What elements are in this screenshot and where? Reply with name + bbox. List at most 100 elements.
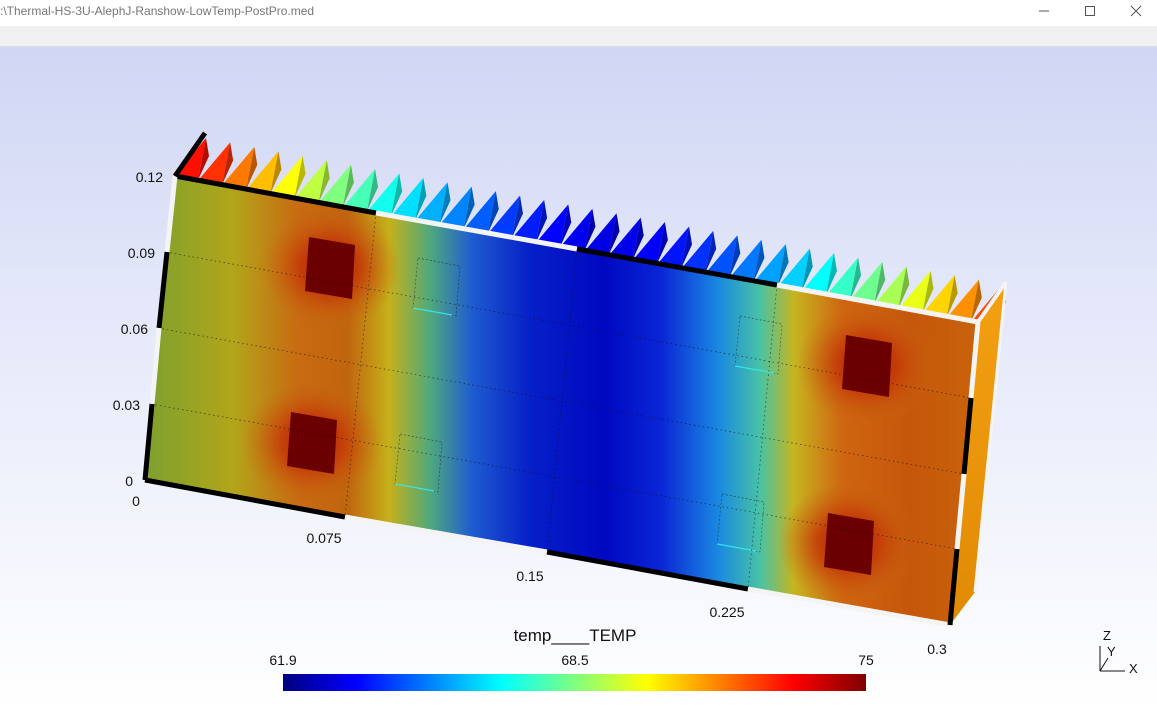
hot-spots (150, 205, 972, 605)
x-tick-label: 0.3 (927, 641, 947, 657)
heatsink-fin (222, 146, 255, 189)
heatsink-fin-shade (391, 173, 403, 216)
heatsink-fin-shade (825, 253, 837, 296)
heatsink-fin-shade (632, 217, 644, 260)
heatsink-fin (318, 164, 351, 207)
heatsink-fin-shade (729, 235, 741, 278)
heatsink-fin-shade (608, 213, 620, 256)
heatsink-fin-shade (536, 199, 548, 242)
heatsink-fin (198, 142, 231, 185)
heatsink-fin (874, 266, 907, 309)
toolbar-strip (0, 26, 1157, 47)
window-title: :\Thermal-HS-3U-AlephJ-Ranshow-LowTemp-P… (0, 4, 315, 18)
heatsink-fin-shade (753, 239, 765, 282)
heatsink-fin (632, 222, 665, 265)
heatsink-fin (705, 235, 738, 278)
heatsink-fin (608, 217, 641, 260)
axis-bars (142, 131, 1008, 628)
hot-spot-1 (305, 237, 355, 299)
3d-viewport[interactable]: 0.12 0.09 0.06 0.03 0 0 0.075 0.15 0.225… (0, 47, 1157, 707)
heatsink-fin (246, 151, 279, 194)
heatsink-fin-shade (222, 142, 234, 185)
heatsink-fin (753, 244, 786, 287)
heatsink-fin (294, 160, 327, 203)
heatsink-fin-shade (656, 222, 668, 265)
legend-max-value: 75 (858, 652, 874, 668)
heatsink-fin-shade (511, 195, 523, 238)
minimize-icon (1039, 10, 1049, 12)
heatsink-fin (270, 155, 303, 198)
heatsink-fin (367, 173, 400, 216)
color-legend: temp____TEMP 61.9 68.5 75 (269, 626, 874, 691)
heatsink-fin (946, 279, 979, 322)
minimize-button[interactable] (1021, 0, 1067, 22)
maximize-button[interactable] (1067, 0, 1113, 22)
heatsink-fins (174, 138, 1006, 326)
heatsink-fin (801, 253, 834, 296)
heatsink-fin-shade (898, 266, 910, 309)
heatsink-fin (536, 204, 569, 247)
heatsink-fin-shade (777, 244, 789, 287)
heatsink-fin (584, 213, 617, 256)
heatsink-fin-shade (874, 261, 886, 304)
triad-z-label: Z (1103, 628, 1111, 643)
heatsink-fin (560, 208, 593, 251)
hot-spot-3 (842, 335, 892, 397)
heatsink-fin (729, 239, 762, 282)
x-tick-label: 0.15 (516, 568, 543, 584)
heatsink-fin (898, 270, 931, 313)
heatsink-fin-shade (681, 226, 693, 269)
heatsink-fin-shade (246, 146, 258, 189)
heatsink-fin-shade (270, 151, 282, 194)
heatsink-fin-shade (946, 275, 958, 318)
heatsink-fin-shade (705, 230, 717, 273)
orientation-triad[interactable]: Z Y X (1099, 628, 1138, 676)
legend-mid-value: 68.5 (561, 652, 588, 668)
x-tick-label: 0 (132, 493, 140, 509)
heatsink-fin-shade (560, 204, 572, 247)
x-tick-label: 0.075 (306, 530, 341, 546)
heatsink-fin (415, 182, 448, 225)
legend-min-value: 61.9 (269, 652, 296, 668)
heatsink-fin (512, 199, 545, 242)
heatsink-fin-shade (294, 155, 306, 198)
title-bar[interactable]: :\Thermal-HS-3U-AlephJ-Ranshow-LowTemp-P… (0, 0, 1157, 26)
heatsink-fin-shade (198, 138, 209, 180)
heatsink-fin (681, 230, 714, 273)
heatsink-fin (439, 186, 472, 229)
y-tick-label: 0 (125, 473, 133, 489)
heatsink-fin (922, 275, 955, 318)
heatsink-fin-shade (342, 164, 354, 207)
heatsink-fin-shade (801, 248, 813, 291)
y-tick-label: 0.06 (121, 321, 148, 337)
heatsink-fin-shade (922, 270, 934, 313)
heatsink-fin (777, 248, 810, 291)
triad-y-label: Y (1107, 644, 1116, 659)
y-tick-label: 0.12 (136, 169, 163, 185)
triad-x-label: X (1129, 661, 1138, 676)
y-tick-label: 0.03 (113, 397, 140, 413)
close-icon (1130, 5, 1142, 17)
hot-spot-2 (287, 412, 337, 474)
heatsink-fin-shade (439, 182, 451, 225)
heatsink-fin (463, 191, 496, 234)
heatsink-fin (487, 195, 520, 238)
heatsink-fin-shade (970, 279, 982, 322)
heatsink-fin (826, 257, 859, 300)
legend-color-bar (283, 674, 866, 691)
heatsink-side-face (950, 282, 1006, 625)
heatsink-fin-shade (318, 160, 330, 203)
legend-title: temp____TEMP (514, 626, 637, 645)
heatsink-fin-shade (367, 168, 379, 211)
close-button[interactable] (1113, 0, 1157, 22)
heatsink-fin-shade (584, 208, 596, 251)
heatsink-fin (850, 261, 883, 304)
x-axis-labels: 0 0.075 0.15 0.225 0.3 (132, 493, 947, 657)
heatsink-fin (657, 226, 690, 269)
hot-spot-4 (824, 513, 874, 575)
heatsink-fin (343, 168, 376, 211)
maximize-icon (1085, 6, 1095, 16)
x-tick-label: 0.225 (709, 604, 744, 620)
